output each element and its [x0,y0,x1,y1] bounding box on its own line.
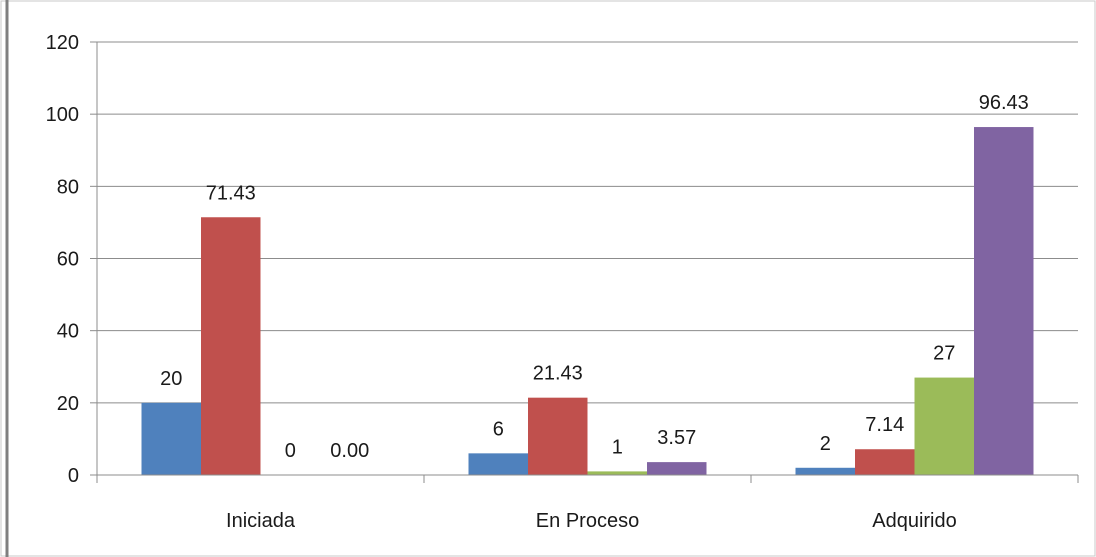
data-label: 0 [285,440,296,462]
bar [647,462,707,475]
data-label: 27 [933,343,955,365]
data-label: 20 [160,368,182,390]
bar [855,449,915,475]
y-tick-label: 60 [57,249,79,271]
data-label: 2 [820,433,831,455]
y-tick-label: 40 [57,321,79,343]
y-tick-label: 100 [46,104,79,126]
x-tick-label: Adquirido [872,510,957,532]
bars [141,127,1034,476]
bar [528,397,588,475]
data-label: 3.57 [657,427,696,449]
data-label: 1 [612,436,623,458]
x-tick-label: En Proceso [536,510,639,532]
data-label: 0.00 [330,440,369,462]
bar [974,127,1034,476]
bar [468,453,528,475]
data-label: 6 [493,418,504,440]
axes [90,41,1079,483]
y-tick-label: 20 [57,393,79,415]
data-label: 7.14 [865,414,904,436]
x-tick-label: Iniciada [226,510,296,532]
y-tick-label: 0 [68,465,79,487]
data-label: 96.43 [979,92,1029,114]
y-tick-label: 120 [46,32,79,54]
labels: 0 20 40 60 80 100 120 Iniciada 20 71.43 0 0.00 En Pr… [46,32,1029,532]
data-label: 71.43 [206,182,256,204]
y-tick-label: 80 [57,176,79,198]
bar [201,217,261,475]
bar [587,471,647,475]
bar [141,402,201,475]
bar [795,467,855,475]
data-label: 21.43 [533,363,583,385]
bar [914,377,974,475]
